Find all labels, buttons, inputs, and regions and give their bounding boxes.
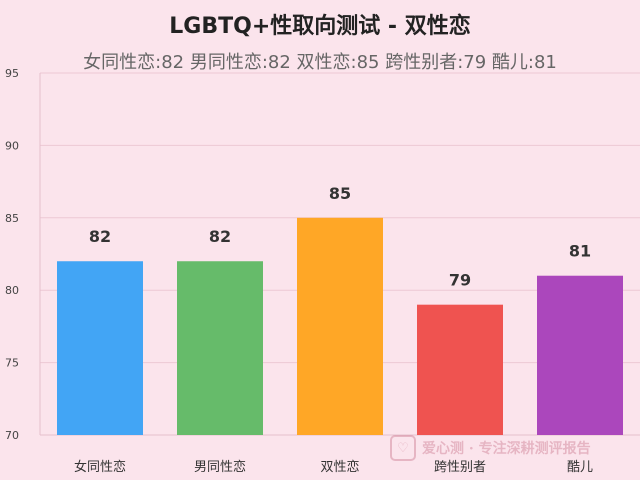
y-tick-label: 80 xyxy=(5,284,19,297)
y-tick-label: 90 xyxy=(5,139,19,152)
data-label: 85 xyxy=(329,184,351,203)
bar xyxy=(537,275,623,435)
x-tick-label: 跨性别者 xyxy=(434,460,486,475)
y-tick-label: 95 xyxy=(5,67,19,80)
watermark-text: 爱心测 · 专注深耕测评报告 xyxy=(422,441,591,457)
y-tick-label: 75 xyxy=(5,357,19,370)
y-tick-label: 70 xyxy=(5,429,19,442)
x-tick-label: 酷儿 xyxy=(567,460,593,475)
chart-subtitle: 女同性恋:82 男同性恋:82 双性恋:85 跨性别者:79 酷儿:81 xyxy=(83,52,557,73)
x-tick-label: 双性恋 xyxy=(320,459,359,475)
data-label: 79 xyxy=(449,271,471,290)
data-label: 82 xyxy=(209,227,231,246)
data-label: 81 xyxy=(569,242,591,261)
bar xyxy=(177,261,263,435)
bar xyxy=(417,304,503,435)
x-tick-label: 女同性恋 xyxy=(74,459,126,475)
bar xyxy=(57,261,143,435)
chart-title: LGBTQ+性取向测试 - 双性恋 xyxy=(169,14,471,39)
watermark: ♡ 爱心测 · 专注深耕测评报告 xyxy=(390,435,591,461)
data-label: 82 xyxy=(89,227,111,246)
x-tick-label: 男同性恋 xyxy=(194,459,246,475)
bar xyxy=(297,217,383,435)
heart-icon: ♡ xyxy=(390,435,416,461)
y-tick-label: 85 xyxy=(5,212,19,225)
